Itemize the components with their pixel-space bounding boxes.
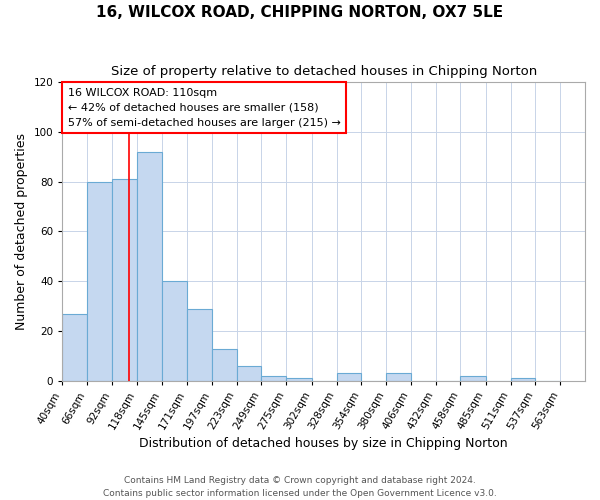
Bar [337, 374, 361, 381]
Text: 16, WILCOX ROAD, CHIPPING NORTON, OX7 5LE: 16, WILCOX ROAD, CHIPPING NORTON, OX7 5L… [97, 5, 503, 20]
Bar [162, 282, 187, 381]
Title: Size of property relative to detached houses in Chipping Norton: Size of property relative to detached ho… [110, 65, 537, 78]
Bar [212, 348, 236, 381]
Bar [511, 378, 535, 381]
Bar [112, 179, 137, 381]
Bar [460, 376, 486, 381]
Bar [187, 308, 212, 381]
Bar [62, 314, 87, 381]
Text: Contains HM Land Registry data © Crown copyright and database right 2024.
Contai: Contains HM Land Registry data © Crown c… [103, 476, 497, 498]
Bar [87, 182, 112, 381]
Bar [262, 376, 286, 381]
Bar [386, 374, 411, 381]
Text: 16 WILCOX ROAD: 110sqm
← 42% of detached houses are smaller (158)
57% of semi-de: 16 WILCOX ROAD: 110sqm ← 42% of detached… [68, 88, 340, 128]
Bar [286, 378, 312, 381]
Bar [137, 152, 162, 381]
X-axis label: Distribution of detached houses by size in Chipping Norton: Distribution of detached houses by size … [139, 437, 508, 450]
Y-axis label: Number of detached properties: Number of detached properties [15, 133, 28, 330]
Bar [236, 366, 262, 381]
